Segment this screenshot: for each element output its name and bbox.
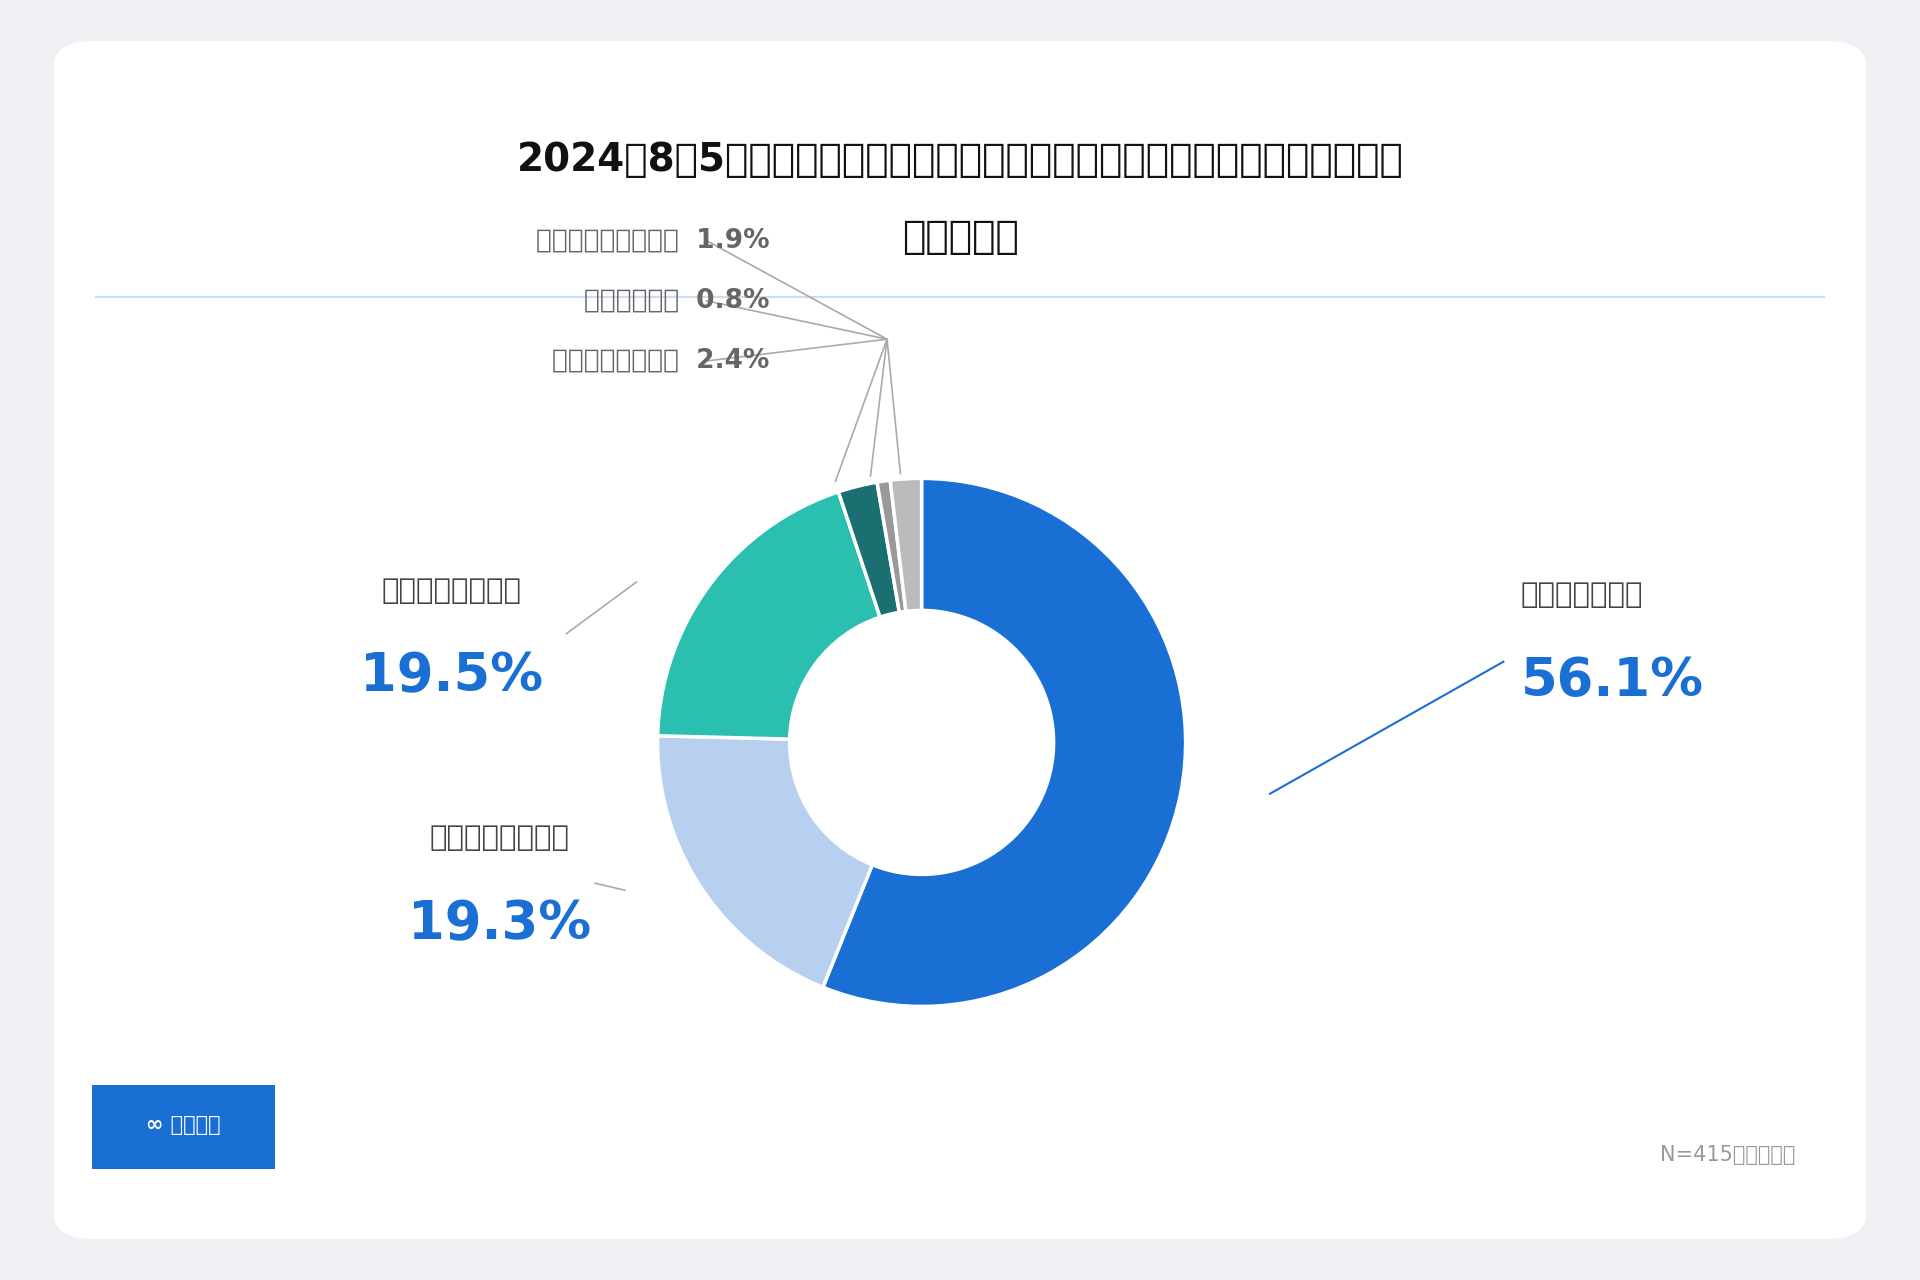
Text: 2.4%: 2.4% <box>687 348 770 374</box>
Text: 0.8%: 0.8% <box>687 288 770 314</box>
Text: 何もしなかった: 何もしなかった <box>1521 581 1644 609</box>
Text: 1.9%: 1.9% <box>687 228 770 253</box>
Text: 19.3%: 19.3% <box>407 899 591 950</box>
Text: ∞ オカネコ: ∞ オカネコ <box>146 1115 221 1135</box>
Text: 19.5%: 19.5% <box>359 650 543 701</box>
FancyBboxPatch shape <box>77 1079 290 1175</box>
Wedge shape <box>659 736 872 987</box>
Text: その他（自由回答）: その他（自由回答） <box>536 228 687 253</box>
Wedge shape <box>839 483 899 617</box>
Text: ましたか。: ましたか。 <box>902 218 1018 256</box>
Text: 2024年8月5日（月）から市場急変が続いていますが、どのような行動をとり: 2024年8月5日（月）から市場急変が続いていますが、どのような行動をとり <box>516 141 1404 179</box>
Text: 運用をやめた: 運用をやめた <box>584 288 687 314</box>
Text: 56.1%: 56.1% <box>1521 655 1703 707</box>
Wedge shape <box>891 479 922 612</box>
Text: 運用額を減らした: 運用額を減らした <box>551 348 687 374</box>
Wedge shape <box>877 480 906 612</box>
Text: 運用額を増やした: 運用額を増やした <box>382 577 520 605</box>
Wedge shape <box>824 479 1185 1006</box>
Text: 情報収集している: 情報収集している <box>430 824 568 852</box>
Text: N=415、単一回答: N=415、単一回答 <box>1659 1144 1795 1165</box>
Wedge shape <box>659 492 879 739</box>
